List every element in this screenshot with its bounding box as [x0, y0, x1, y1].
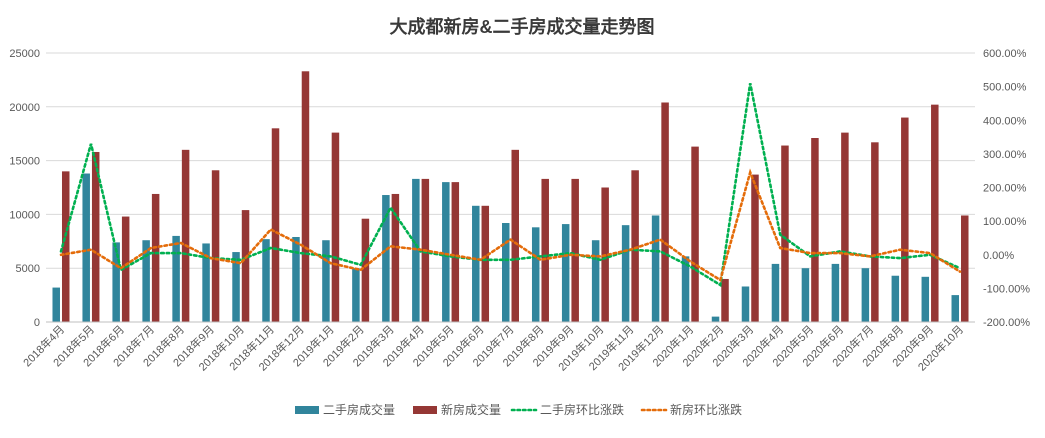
bar [262, 239, 270, 322]
left-tick-label: 5000 [16, 263, 40, 275]
bar [721, 278, 729, 322]
bar [751, 174, 759, 322]
right-tick-label: 400.00% [983, 115, 1027, 127]
bar [352, 268, 360, 322]
bar [172, 235, 180, 322]
legend-label: 二手房环比涨跌 [540, 402, 624, 417]
legend-swatch [295, 406, 319, 414]
left-tick-label: 15000 [9, 156, 40, 168]
bar [631, 170, 639, 322]
legend: 二手房成交量 新房成交量 二手房环比涨跌 新房环比涨跌 [295, 402, 742, 417]
bar [861, 268, 870, 322]
bar [331, 132, 340, 322]
left-tick-label: 25000 [9, 48, 40, 60]
bar [61, 171, 70, 322]
bar [961, 215, 969, 322]
left-tick-label: 20000 [9, 102, 40, 114]
bar [541, 178, 549, 322]
bar [481, 205, 490, 322]
bar [741, 286, 750, 322]
bar [412, 178, 420, 322]
bar [502, 223, 510, 322]
bar [661, 102, 669, 322]
bar [472, 205, 480, 322]
line-series [59, 83, 962, 288]
bar [151, 193, 160, 322]
bar [921, 276, 930, 322]
bar [232, 252, 240, 322]
bar [891, 275, 900, 322]
bar [112, 242, 120, 322]
bar [322, 240, 330, 322]
x-axis: 2018年4月2018年5月2018年6月2018年7月2018年8月2018年… [20, 321, 975, 374]
bar [931, 104, 939, 322]
bar [561, 224, 570, 322]
bar [691, 146, 699, 322]
bar [651, 215, 660, 322]
right-tick-label: 300.00% [983, 149, 1027, 161]
right-tick-label: 200.00% [983, 183, 1027, 195]
bar-series [52, 71, 969, 323]
left-tick-label: 10000 [9, 209, 40, 221]
right-y-axis: -200.00% -100.00% 0.00% 100.00% 200.00% 300.0… [983, 48, 1030, 329]
bar [771, 263, 780, 322]
bar [531, 227, 540, 322]
bar [391, 193, 400, 322]
left-y-axis: 0 5000 10000 15000 20000 25000 [9, 48, 40, 329]
legend-swatch [413, 406, 437, 414]
bar [202, 243, 210, 322]
bar [681, 256, 690, 322]
right-tick-label: -100.00% [983, 283, 1030, 295]
bar [382, 195, 390, 322]
bar [451, 182, 460, 322]
bar [621, 225, 630, 322]
bar [442, 182, 450, 322]
bar [571, 178, 579, 322]
bar [901, 117, 909, 322]
bar [781, 145, 789, 322]
legend-label: 新房环比涨跌 [670, 402, 742, 417]
bar [292, 236, 300, 322]
series-line [59, 168, 962, 283]
right-tick-label: 500.00% [983, 82, 1027, 94]
legend-label: 新房成交量 [441, 402, 501, 417]
right-tick-label: -200.00% [983, 317, 1030, 329]
bar [301, 71, 310, 323]
legend-label: 二手房成交量 [323, 402, 395, 417]
series-line [59, 83, 962, 288]
bar [82, 173, 90, 322]
bar [831, 263, 840, 322]
bar [841, 132, 849, 322]
right-tick-label: 0.00% [983, 250, 1014, 262]
bar [142, 240, 150, 322]
left-tick-label: 0 [34, 317, 40, 329]
bar [211, 170, 220, 322]
bar [271, 128, 280, 322]
bar [711, 316, 720, 322]
bar [591, 240, 600, 322]
chart-title: 大成都新房&二手房成交量走势图 [390, 16, 655, 37]
bar [801, 268, 810, 322]
bar [181, 149, 190, 322]
bar [361, 218, 370, 322]
right-tick-label: 600.00% [983, 48, 1027, 60]
bar [121, 216, 130, 322]
bar [811, 138, 819, 322]
bar [52, 287, 60, 322]
bar [91, 151, 100, 322]
bar [951, 295, 960, 322]
bar [871, 142, 879, 322]
right-tick-label: 100.00% [983, 216, 1027, 228]
bar [241, 210, 250, 322]
bar [511, 149, 519, 322]
